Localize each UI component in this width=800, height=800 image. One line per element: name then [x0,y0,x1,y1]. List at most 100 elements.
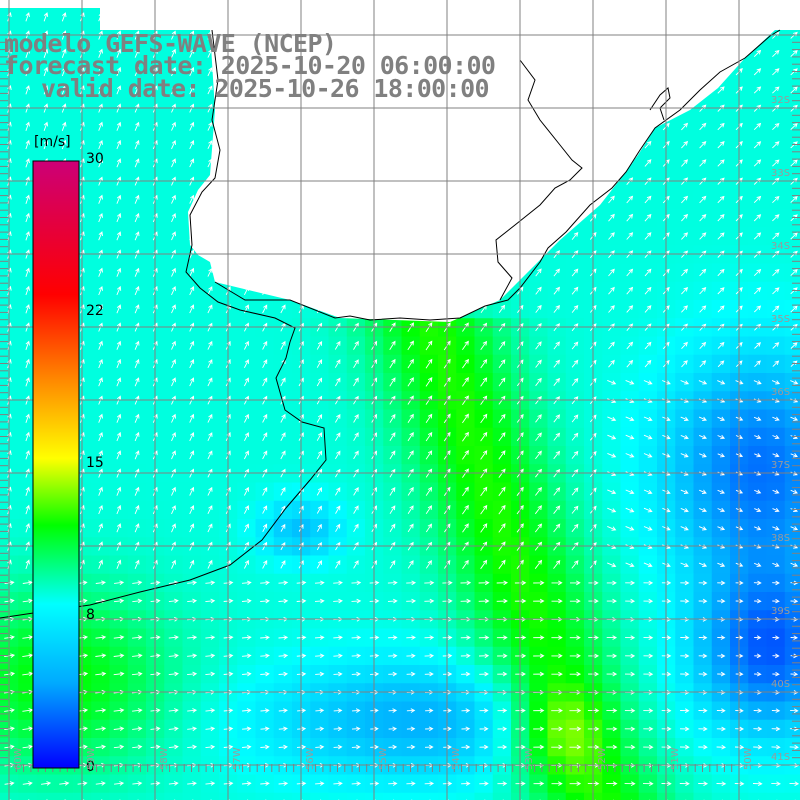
wind-arrow [116,139,122,150]
wind-speed-cell [693,281,713,301]
wind-arrow [790,195,798,203]
wind-arrow [698,416,707,421]
wind-arrow [171,523,176,533]
wind-arrow [772,305,780,313]
wind-arrow [116,304,122,314]
wind-arrow [480,377,488,387]
wind-arrow [207,359,213,368]
wind-arrow [116,231,122,241]
wind-speed-cell [200,792,220,800]
colorbar-tick-label: 8 [86,607,95,623]
wind-arrow [535,486,542,496]
wind-arrow [98,231,103,241]
wind-arrow [280,304,286,314]
wind-arrow [753,159,762,167]
wind-arrow [389,413,396,423]
wind-speed-cell [492,792,512,800]
wind-arrow [717,305,725,313]
wind-arrow [462,486,469,497]
wind-arrow [790,122,798,130]
wind-arrow [571,523,579,533]
wind-arrow [25,486,30,496]
wind-arrow [772,86,780,94]
wind-arrow [754,526,762,531]
wind-arrow [43,12,49,22]
wind-speed-cell [602,281,622,301]
wind-speed-cell [784,281,800,301]
wind-speed-cell [547,792,567,800]
wind-arrow [772,122,780,131]
lat-label: 34S [771,241,791,252]
wind-speed-cell [565,464,585,484]
wind-speed-cell [529,318,549,338]
wind-arrow [772,287,780,295]
wind-arrow [717,232,725,240]
wind-arrow [643,380,653,385]
wind-arrow [134,504,140,515]
lat-label: 36S [771,387,791,398]
wind-arrow [243,486,249,496]
wind-arrow [25,413,30,423]
wind-arrow [171,194,176,204]
wind-speed-cell [164,792,184,800]
wind-arrow [43,48,49,58]
wind-arrow [772,416,780,421]
wind-speed-cell [401,519,421,538]
wind-arrow [389,340,396,351]
wind-arrow [134,413,140,423]
wind-arrow [353,450,359,460]
wind-arrow [772,453,780,458]
wind-arrow [625,453,635,458]
wind-arrow [353,432,359,441]
lon-label: 53W [524,747,535,770]
wind-arrow [134,158,140,168]
wind-arrow [25,85,30,95]
wind-speed-cell [565,446,585,465]
wind-arrow [753,68,762,76]
wind-arrow [262,340,268,350]
wind-arrow [116,358,122,369]
wind-arrow [353,560,359,569]
wind-speed-cell [182,792,202,800]
wind-speed-cell [602,354,622,374]
wind-arrow [772,141,780,149]
wind-arrow [407,450,414,460]
wind-arrow [462,413,469,424]
wind-arrow [425,523,433,533]
wind-speed-cell [748,792,768,800]
wind-arrow [626,359,634,368]
valid-date: valid date: 2025-10-26 18:00:00 [41,74,490,103]
wind-speed-cell [602,208,622,228]
wind-arrow [25,523,30,533]
wind-arrow [644,341,652,350]
wind-speed-cell [784,336,800,356]
wind-arrow [772,268,780,277]
wind-arrow [207,286,213,295]
wind-arrow [171,359,176,369]
wind-arrow [171,304,176,314]
wind-arrow [116,267,122,277]
wind-arrow [262,413,268,423]
wind-arrow [335,560,341,569]
wind-arrow [353,505,359,514]
wind-arrow [480,413,488,424]
lon-label: 50W [743,747,754,770]
wind-arrow [681,195,689,204]
wind-arrow [699,360,707,368]
wind-arrow [134,121,140,131]
wind-arrow [717,214,725,222]
wind-speed-cell [748,117,768,137]
wind-arrow [607,507,617,513]
wind-arrow [207,67,213,77]
colorbar-gradient [32,160,80,769]
lon-label: 57W [232,747,243,770]
wind-arrow [680,526,689,531]
wind-arrow [753,287,762,295]
wind-speed-cell [784,427,800,447]
wind-speed-cell [18,792,38,800]
wind-arrow [643,434,653,440]
wind-arrow [98,413,103,423]
wind-arrow [753,214,762,222]
wind-speed-cell [456,318,476,338]
